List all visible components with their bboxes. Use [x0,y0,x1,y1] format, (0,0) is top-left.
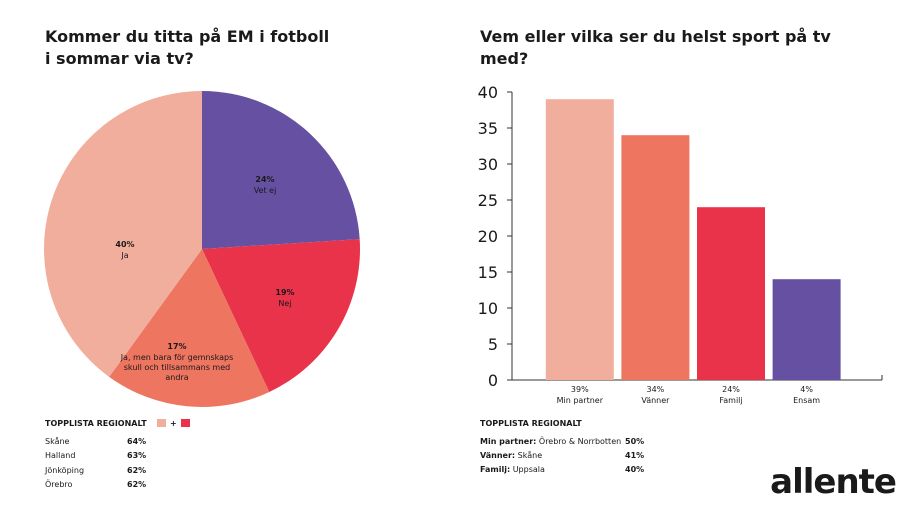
y-tick-label: 30 [478,155,498,174]
list-place: Uppsala [512,465,545,474]
legend-swatch [181,419,190,427]
slice-value-label: 40% [115,240,135,249]
y-tick-label: 15 [478,263,498,282]
x-tick-label: Familj [719,396,743,405]
bar-value-label: 4% [800,385,813,394]
list-row: Familj: Uppsala [480,464,545,475]
list-value: 62% [127,465,147,475]
list-place: Örebro & Norrbotten [538,437,622,446]
bar-value-label: 34% [646,385,665,394]
y-tick-label: 5 [488,335,498,354]
list-value: 62% [127,479,147,489]
list-name: Halland [45,451,76,461]
legend-swatch [157,419,166,427]
slice-label: Nej [278,299,292,308]
slice-label: Ja [121,251,129,260]
y-tick-label: 25 [478,191,498,210]
list-label: Vänner: [480,451,516,460]
legend-separator: + [170,419,177,428]
slice-value-label: 19% [275,288,295,297]
list-value: 50% [625,437,645,446]
list-value: 64% [127,437,147,446]
bar-value-label: 39% [570,385,589,394]
x-tick-label: Ensam [793,396,821,405]
y-tick-label: 20 [478,227,498,246]
list-name: Skåne [45,437,70,446]
list-place: Skåne [517,451,543,460]
list-title: TOPPLISTA REGIONALT [45,419,147,428]
y-tick-label: 10 [478,299,498,318]
list-label: Min partner: [480,437,537,446]
list-row: Min partner: Örebro & Norrbotten [480,436,621,447]
bar [621,135,690,380]
logo: allente [770,462,897,502]
y-tick-label: 35 [478,119,498,138]
pie-slice [109,249,270,407]
slice-value-label: 17% [167,342,187,351]
pie-slice [202,239,361,392]
chart-title: Vem eller vilka ser du helst sport på tv… [480,27,831,68]
chart-title: Kommer du titta på EM i fotboll i sommar… [45,27,330,68]
x-tick-label: Min partner [556,396,604,405]
list-name: Örebro [45,479,73,489]
bar-value-label: 24% [722,385,740,394]
list-label: Familj: [480,465,511,474]
pie-slice [202,91,360,249]
bar [545,99,614,380]
list-row: Vänner: Skåne [480,450,542,461]
bar [772,279,841,380]
y-tick-label: 40 [478,83,498,102]
x-tick-label: Vänner [641,396,670,405]
list-value: 41% [625,451,645,460]
list-title: TOPPLISTA REGIONALT [480,419,582,428]
y-tick-label: 0 [488,371,498,390]
slice-label: Ja, men bara för gemnskaps skull och til… [120,353,234,382]
slice-value-label: 24% [255,175,275,184]
pie-slice [44,91,203,377]
list-value: 63% [127,451,147,461]
bar [697,207,765,380]
list-name: Jönköping [45,465,85,475]
list-value: 40% [625,465,645,474]
slice-label: Vet ej [253,186,277,195]
